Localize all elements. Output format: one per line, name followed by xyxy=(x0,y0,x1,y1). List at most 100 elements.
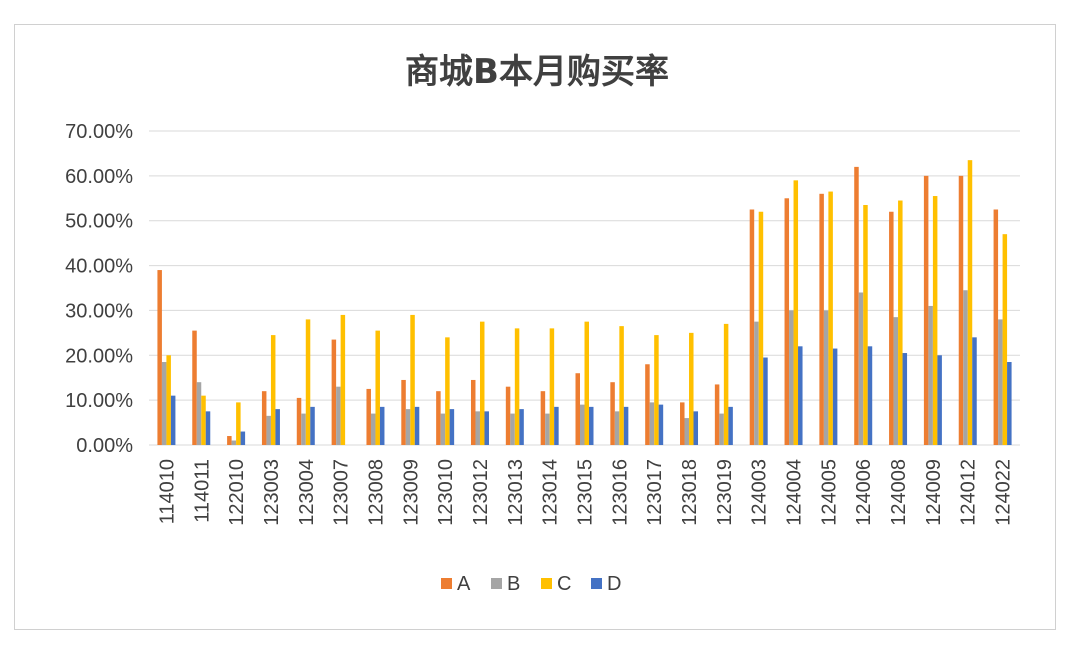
x-tick-label: 123016 xyxy=(609,459,631,526)
bar-A-123004 xyxy=(296,397,302,445)
x-tick-label: 124005 xyxy=(818,459,840,526)
bar-A-123010 xyxy=(436,391,441,445)
bar-A-124012 xyxy=(958,175,964,445)
x-tick-label: 114011 xyxy=(191,459,213,523)
bar-A-123009 xyxy=(401,379,406,445)
bars xyxy=(157,160,1012,446)
bar-B-124012 xyxy=(963,290,968,445)
bar-A-124004 xyxy=(784,198,790,445)
bar-C-124022 xyxy=(1002,234,1008,445)
bar-D-123017 xyxy=(658,404,664,445)
bar-D-123014 xyxy=(554,406,559,445)
bar-A-123008 xyxy=(366,388,371,445)
x-tick-label: 124003 xyxy=(749,459,771,526)
x-tick-label: 124004 xyxy=(784,459,806,526)
bar-A-123003 xyxy=(261,391,267,445)
bar-B-124008 xyxy=(893,317,899,445)
x-tick-label: 124008 xyxy=(888,459,910,526)
bar-B-123007 xyxy=(336,386,341,445)
bar-D-114010 xyxy=(170,395,176,445)
bar-C-124005 xyxy=(828,191,833,445)
bar-B-114010 xyxy=(161,362,167,445)
bar-C-123019 xyxy=(723,323,729,445)
bar-C-124006 xyxy=(863,205,868,445)
bar-C-123017 xyxy=(654,335,659,445)
bar-C-123009 xyxy=(410,314,415,445)
bar-B-124004 xyxy=(789,310,794,445)
x-tick-label: 123015 xyxy=(575,459,597,526)
bar-D-123003 xyxy=(275,409,280,445)
bar-D-123016 xyxy=(623,406,629,445)
legend-swatch-A xyxy=(441,578,452,589)
bar-A-124022 xyxy=(993,209,999,445)
bar-D-123012 xyxy=(484,411,489,445)
x-tick-label: 123008 xyxy=(365,459,387,526)
bar-D-124009 xyxy=(937,355,942,445)
bar-A-124005 xyxy=(819,193,824,445)
y-tick-label: 40.00% xyxy=(65,256,133,278)
bar-D-123010 xyxy=(449,409,455,445)
x-tick-label: 124022 xyxy=(993,459,1015,526)
bar-B-124022 xyxy=(998,319,1003,445)
bar-B-123013 xyxy=(510,413,515,445)
chart-svg: 商城B本月购买率 0.00% 10.00% 20.00% 30.00% 40.00% 50… xyxy=(65,52,1020,595)
bar-D-123019 xyxy=(728,406,733,445)
bar-A-123007 xyxy=(331,339,337,445)
bar-A-123015 xyxy=(575,373,580,445)
x-tick-label: 123003 xyxy=(261,459,283,526)
bar-D-123013 xyxy=(519,409,524,445)
bar-A-122010 xyxy=(227,436,232,445)
bar-B-114011 xyxy=(196,382,202,445)
x-tick-label: 123009 xyxy=(400,459,422,526)
bar-D-123018 xyxy=(693,411,699,445)
y-tick-label: 30.00% xyxy=(65,300,133,322)
x-tick-label: 123019 xyxy=(714,459,736,526)
bar-C-123018 xyxy=(689,332,694,445)
bar-B-123016 xyxy=(614,411,620,445)
y-tick-label: 10.00% xyxy=(65,390,133,412)
bar-A-114011 xyxy=(192,330,197,445)
bar-A-123016 xyxy=(610,382,615,445)
legend-label-B: B xyxy=(507,573,520,595)
y-tick-label: 20.00% xyxy=(65,345,133,367)
bar-C-123003 xyxy=(270,335,276,445)
bar-C-123013 xyxy=(514,328,520,445)
bar-C-124003 xyxy=(758,211,764,445)
bar-B-124003 xyxy=(754,321,759,445)
x-tick-label: 114010 xyxy=(156,459,178,524)
chart-title: 商城B本月购买率 xyxy=(405,52,669,92)
y-tick-label: 0.00% xyxy=(76,435,133,457)
bar-A-124009 xyxy=(923,175,929,445)
legend-label-C: C xyxy=(557,573,571,595)
bar-B-123010 xyxy=(440,413,446,445)
legend-swatch-D xyxy=(591,578,602,589)
legend-swatch-B xyxy=(491,578,502,589)
bar-D-124012 xyxy=(972,337,977,445)
bar-D-124022 xyxy=(1007,362,1012,445)
bar-A-124003 xyxy=(749,209,755,445)
bar-B-124006 xyxy=(858,292,864,445)
bar-B-123004 xyxy=(301,413,306,445)
bar-A-124008 xyxy=(889,211,894,445)
bar-A-123013 xyxy=(505,386,511,445)
bar-B-122010 xyxy=(231,440,237,445)
bar-D-124004 xyxy=(798,346,803,445)
bar-D-123015 xyxy=(589,406,594,445)
bar-C-114011 xyxy=(201,395,206,445)
bar-A-114010 xyxy=(157,270,162,445)
x-tick-label: 123013 xyxy=(505,459,527,526)
x-tick-label: 123017 xyxy=(644,459,666,526)
bar-B-123009 xyxy=(405,409,411,445)
x-tick-label: 123007 xyxy=(331,459,353,526)
bar-A-124006 xyxy=(854,166,859,445)
bar-D-124008 xyxy=(902,353,908,445)
x-tick-label: 124012 xyxy=(958,459,980,526)
x-tick-label: 123012 xyxy=(470,459,492,526)
x-axis: 114010 114011 122010 123003 123004 123007 1230… xyxy=(156,459,1014,526)
bar-D-124005 xyxy=(832,348,838,445)
x-tick-label: 122010 xyxy=(226,459,248,526)
y-axis: 0.00% 10.00% 20.00% 30.00% 40.00% 50.00% 60.00… xyxy=(65,121,133,457)
legend-swatch-C xyxy=(541,578,552,589)
bar-D-114011 xyxy=(205,411,211,445)
bar-D-123009 xyxy=(414,406,420,445)
